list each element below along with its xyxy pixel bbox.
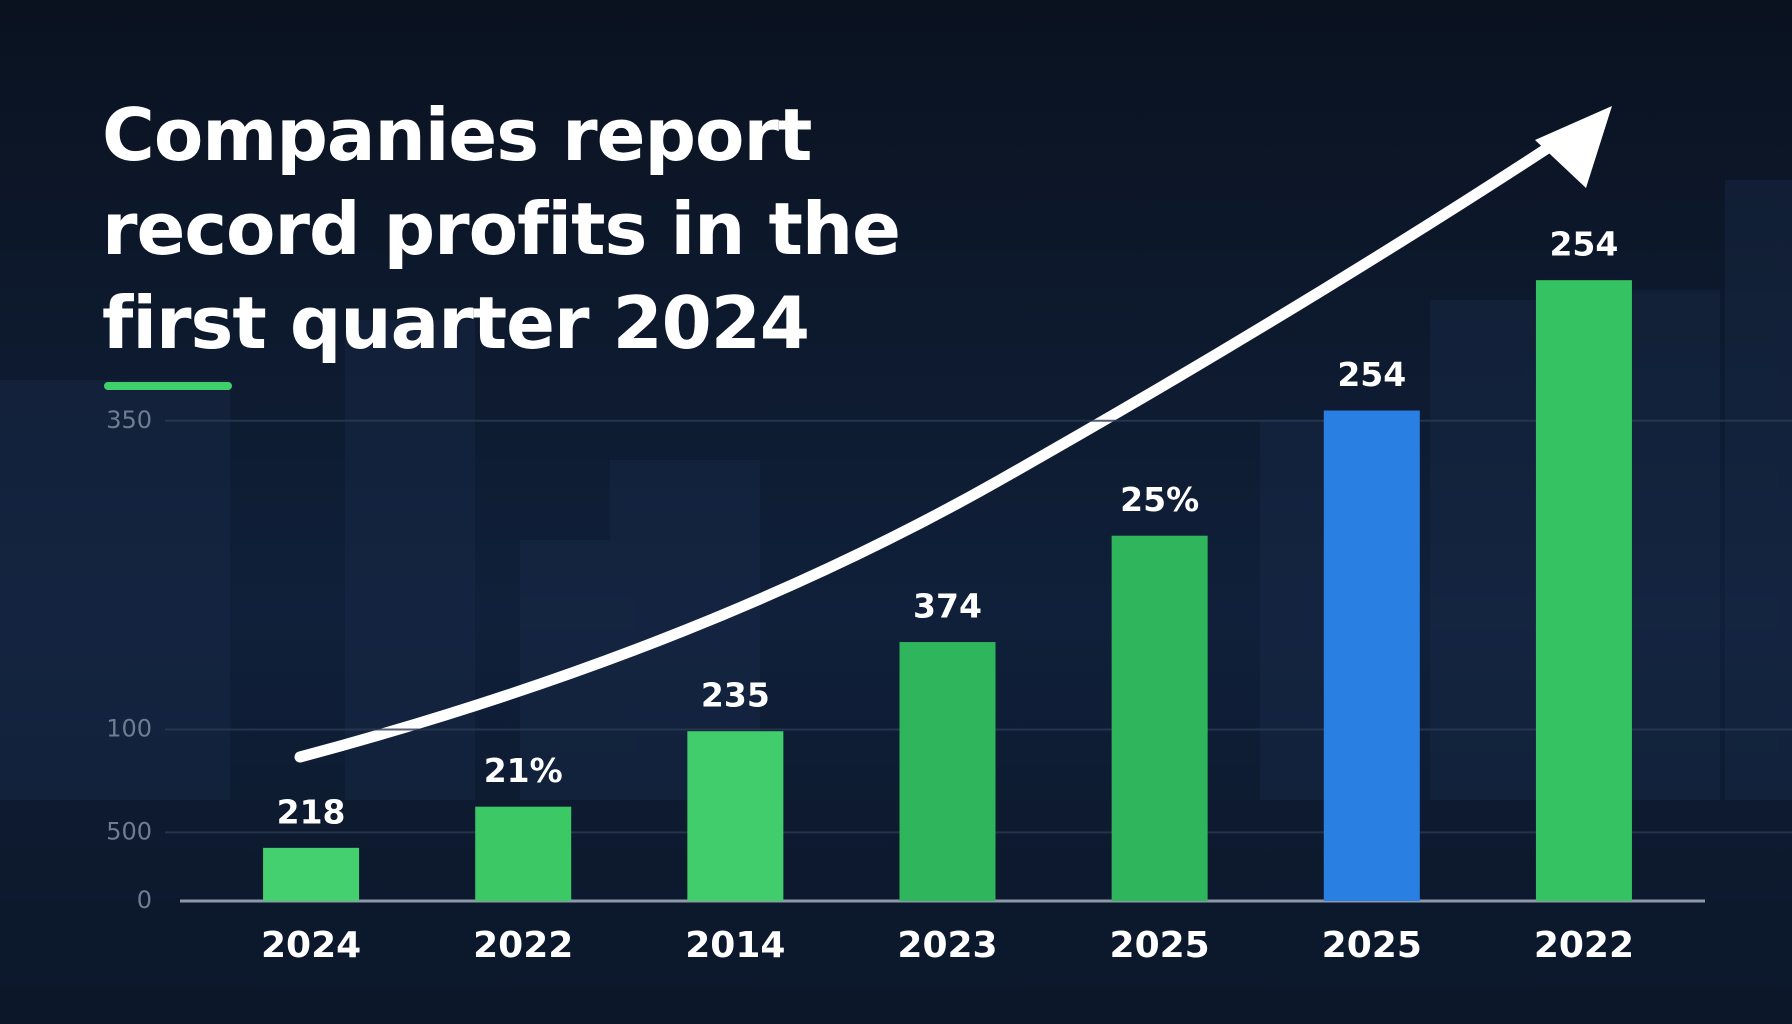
x-tick-label: 2025 — [1322, 925, 1422, 966]
bar-annotation: 21% — [484, 751, 563, 790]
bar-annotation: 218 — [277, 792, 346, 831]
bar-annotation: 235 — [701, 676, 770, 715]
x-tick-label: 2022 — [473, 925, 573, 966]
x-tick-label: 2025 — [1110, 925, 1210, 966]
y-tick-label: 350 — [106, 406, 152, 434]
bar — [263, 847, 360, 901]
bar — [1111, 535, 1208, 901]
bar — [899, 642, 996, 901]
chart-title: Companies report record profits in the f… — [102, 93, 901, 365]
bar — [1323, 410, 1420, 901]
bar — [475, 806, 572, 901]
bar-annotation: 254 — [1337, 355, 1406, 394]
y-tick-label: 100 — [106, 715, 152, 743]
x-tick-label: 2014 — [685, 925, 785, 966]
x-tick-label: 2024 — [261, 925, 361, 966]
trend-arrow — [294, 134, 1566, 763]
bar-annotation: 25% — [1120, 480, 1199, 519]
bar-annotation: 374 — [913, 587, 982, 626]
bar — [687, 731, 784, 901]
y-tick-label: 0 — [137, 886, 152, 914]
x-tick-label: 2022 — [1534, 925, 1634, 966]
title-accent — [104, 382, 232, 390]
bar — [1535, 280, 1632, 901]
bar-annotation: 254 — [1549, 225, 1618, 264]
arrow-head — [1535, 106, 1612, 188]
y-tick-label: 500 — [106, 817, 152, 845]
x-tick-label: 2023 — [897, 925, 997, 966]
